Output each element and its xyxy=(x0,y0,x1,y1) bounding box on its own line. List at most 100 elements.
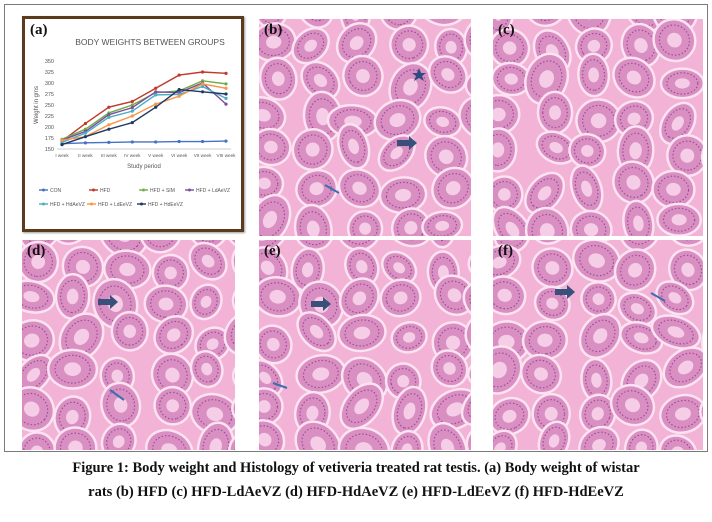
legend-marker xyxy=(92,188,95,192)
panel-label-d: (d) xyxy=(27,243,46,259)
marker-arrow xyxy=(98,295,118,309)
y-tick-label: 325 xyxy=(45,70,54,76)
data-point xyxy=(83,131,88,135)
data-point xyxy=(107,123,111,127)
figure-caption: Figure 1: Body weight and Histology of v… xyxy=(0,456,712,504)
data-point xyxy=(200,70,205,74)
x-tick-label: III week xyxy=(101,153,118,158)
data-point xyxy=(154,90,158,94)
x-tick-label: V week xyxy=(148,153,164,158)
series-line xyxy=(61,80,227,140)
data-point xyxy=(130,109,134,113)
marker-arrow xyxy=(555,285,575,299)
series-line xyxy=(61,140,227,145)
x-tick-label: VII week xyxy=(194,153,212,158)
thin-arrow xyxy=(324,184,340,194)
data-point xyxy=(130,103,134,107)
x-tick-label: II week xyxy=(78,153,93,158)
legend-entry: CON xyxy=(50,188,62,194)
data-point xyxy=(200,79,205,83)
data-point xyxy=(60,143,64,147)
data-point xyxy=(177,88,181,92)
legend-entry: HFD + SIM xyxy=(150,188,175,194)
panel-label-c: (c) xyxy=(498,22,515,38)
x-tick-label: I week xyxy=(55,153,69,158)
tubules xyxy=(22,240,235,450)
data-point xyxy=(177,94,181,98)
y-tick-label: 300 xyxy=(45,81,54,87)
legend-marker xyxy=(140,202,143,206)
legend-marker xyxy=(188,188,191,192)
series-line xyxy=(61,88,227,146)
data-point xyxy=(224,139,228,143)
y-tick-label: 200 xyxy=(45,125,54,131)
star-marker xyxy=(412,68,426,81)
data-point xyxy=(224,92,228,96)
tubules xyxy=(493,240,703,450)
series-line xyxy=(61,71,227,142)
legend-marker xyxy=(90,202,93,206)
panel-label-b: (b) xyxy=(264,22,283,38)
data-point xyxy=(177,73,181,77)
data-point xyxy=(60,138,64,142)
legend-entry: HFD xyxy=(100,188,111,194)
data-point xyxy=(154,86,158,90)
marker-arrow xyxy=(311,297,331,311)
y-tick-label: 275 xyxy=(45,92,54,98)
caption-line-2: rats (b) HFD (c) HFD-LdAeVZ (d) HFD-HdAe… xyxy=(88,484,624,500)
thin-arrow xyxy=(109,389,125,401)
histology-image-d xyxy=(22,240,235,450)
x-tick-label: IV week xyxy=(124,153,141,158)
panel-label-f: (f) xyxy=(498,243,513,259)
panel-label-a: (a) xyxy=(30,22,48,38)
panel-label-e: (e) xyxy=(264,243,281,259)
x-tick-label: VI week xyxy=(171,153,188,158)
thin-arrow xyxy=(272,382,288,389)
histology-panel-e: (e) xyxy=(259,240,471,450)
legend-entry: HFD + HdAeVZ xyxy=(50,202,85,208)
data-point xyxy=(224,82,228,86)
legend-marker xyxy=(142,188,145,192)
y-tick-label: 175 xyxy=(45,136,54,142)
data-point xyxy=(107,105,111,109)
data-point xyxy=(200,84,205,89)
legend-entry: HFD + LdAeVZ xyxy=(196,188,230,194)
histology-image-c xyxy=(493,19,703,236)
data-point xyxy=(130,99,134,104)
legend-entry: HFD + HdEeVZ xyxy=(148,202,183,208)
caption-line-1: Figure 1: Body weight and Histology of v… xyxy=(72,460,640,476)
data-point xyxy=(154,93,158,97)
data-point xyxy=(200,82,205,86)
data-point xyxy=(83,135,88,139)
data-point xyxy=(130,121,134,125)
data-point xyxy=(60,140,64,144)
data-point xyxy=(154,140,158,144)
data-point xyxy=(130,140,134,144)
y-tick-label: 250 xyxy=(45,103,54,109)
tubules xyxy=(259,19,471,236)
y-axis-label: Weight in gms xyxy=(34,86,40,124)
tubules xyxy=(493,19,703,236)
data-point xyxy=(224,96,228,100)
legend-marker xyxy=(42,202,45,206)
histology-image-f xyxy=(493,240,703,450)
x-tick-label: VIII week xyxy=(217,153,237,158)
histology-panel-b: (b) xyxy=(259,19,471,236)
histology-image-e xyxy=(259,240,471,450)
y-tick-label: 225 xyxy=(45,114,54,120)
data-point xyxy=(83,121,88,126)
data-point xyxy=(200,90,205,94)
y-tick-label: 150 xyxy=(45,147,54,153)
data-point xyxy=(224,71,228,75)
data-point xyxy=(107,140,111,144)
series-line xyxy=(61,82,227,141)
data-point xyxy=(130,106,134,110)
data-point xyxy=(107,127,111,131)
data-point xyxy=(107,115,111,119)
series-line xyxy=(61,85,227,144)
data-point xyxy=(154,105,158,109)
tubules xyxy=(259,240,471,450)
y-tick-label: 350 xyxy=(45,59,54,65)
histology-panel-c: (c) xyxy=(493,19,703,236)
thin-arrow xyxy=(650,292,666,302)
